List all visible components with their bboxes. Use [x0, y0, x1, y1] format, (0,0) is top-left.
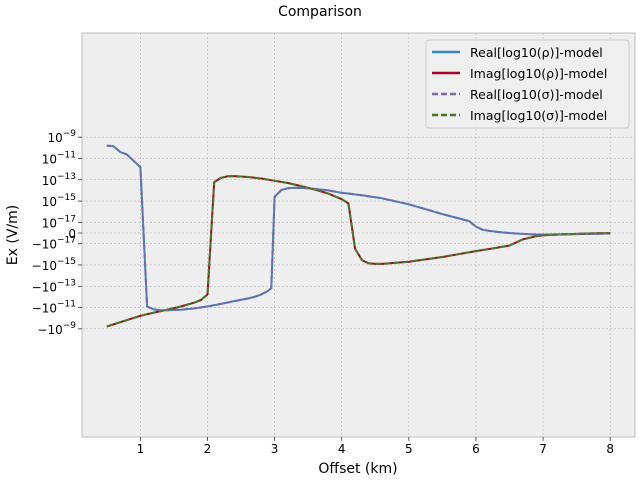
y-tick-label: 10−11 [42, 150, 76, 166]
y-axis-ticks: 10−9 10−11 10−13 10−15 10−170−10−17 −10−15 −10… [32, 129, 82, 337]
x-axis-label: Offset (km) [318, 461, 397, 477]
legend-label-3: Imag[log10(σ)]-model [470, 108, 607, 123]
y-tick-label: −10−11 [32, 300, 76, 316]
legend-frame [425, 39, 630, 129]
x-tick-label: 4 [338, 442, 346, 456]
x-tick-label: 3 [271, 442, 279, 456]
x-tick-label: 5 [405, 442, 413, 456]
x-axis-ticks: 1 2 3 4 5 6 7 8 [137, 437, 614, 456]
x-tick-label: 7 [539, 442, 547, 456]
x-tick-label: 8 [606, 442, 614, 456]
chart-title: Comparison [278, 4, 362, 20]
x-tick-label: 6 [472, 442, 480, 456]
series-line-3 [106, 175, 611, 328]
y-tick-label: −10−17 [32, 236, 76, 252]
y-tick-label: 10−15 [42, 193, 76, 209]
y-tick-label: 10−9 [47, 129, 76, 145]
series-group [106, 144, 611, 328]
y-axis-label: Ex (V/m) [5, 205, 21, 265]
y-tick-label: −10−15 [32, 257, 76, 273]
y-tick-label: 10−13 [42, 172, 76, 188]
y-tick-label: 10−17 [42, 214, 76, 230]
y-tick-label: −10−9 [37, 321, 76, 337]
x-tick-label: 1 [137, 442, 145, 456]
legend-label-2: Real[log10(σ)]-model [470, 87, 603, 102]
legend: Real[log10(ρ)]-model Imag[log10(ρ)]-model… [425, 39, 630, 129]
legend-label-0: Real[log10(ρ)]-model [470, 45, 603, 60]
x-tick-label: 2 [204, 442, 212, 456]
legend-label-1: Imag[log10(ρ)]-model [470, 66, 607, 81]
series-line-2 [106, 144, 611, 312]
y-tick-label: 0 [68, 227, 76, 241]
y-tick-label: −10−13 [32, 278, 76, 294]
